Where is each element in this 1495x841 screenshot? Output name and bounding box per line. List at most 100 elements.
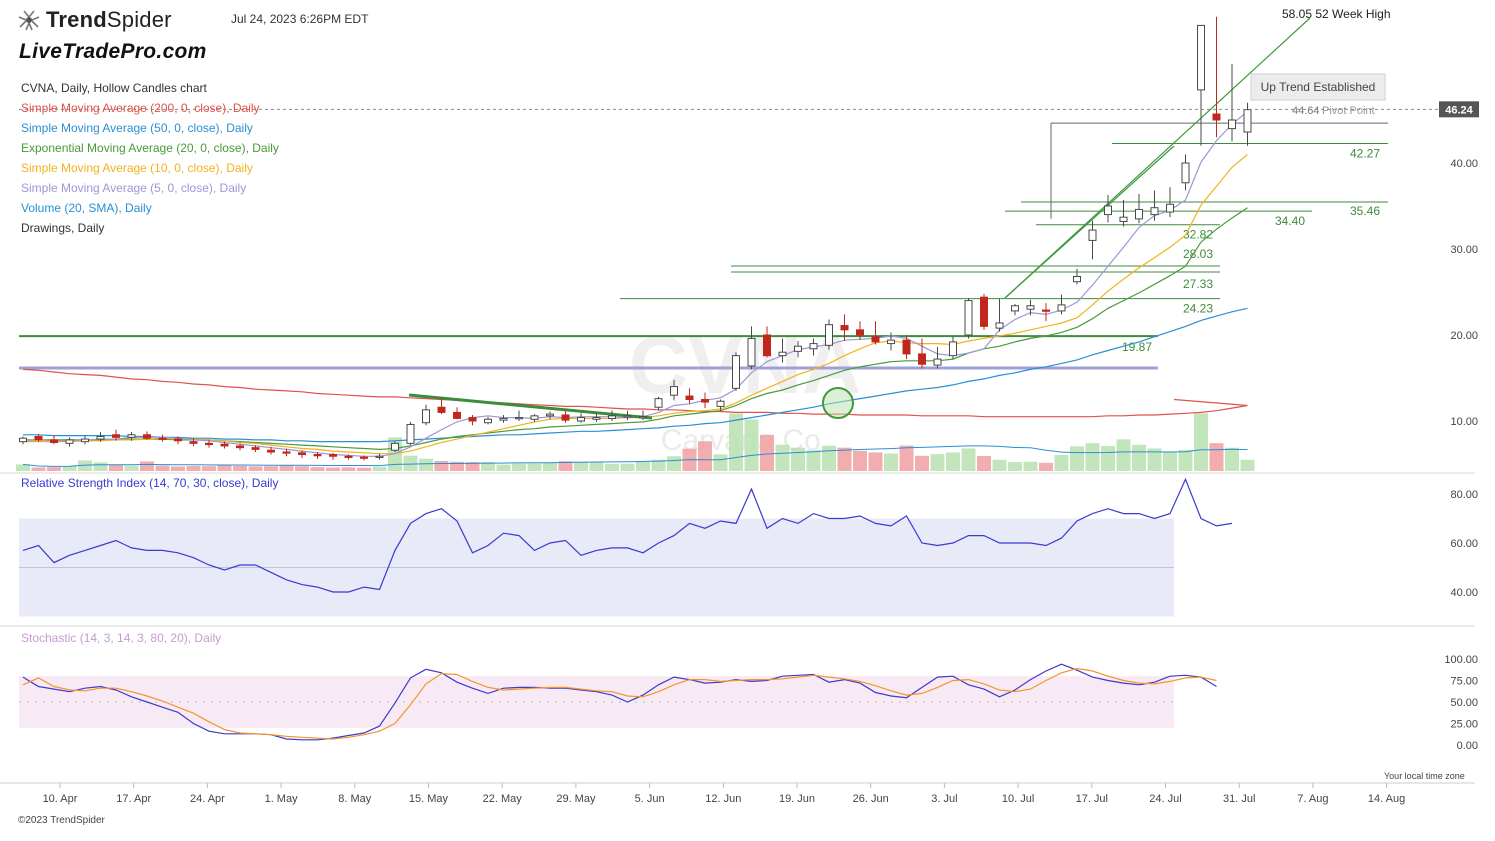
volume-sma-line [22, 445, 1248, 467]
candle [623, 410, 632, 421]
descending-trendline [408, 393, 653, 420]
legend-sma200[interactable]: Simple Moving Average (200, 0, close), D… [21, 101, 260, 115]
candle [1042, 303, 1050, 322]
candle-body [887, 339, 895, 345]
pivot-point-value: 44.64 [1292, 105, 1320, 117]
candle-body [515, 417, 523, 420]
legend-drawings[interactable]: Drawings, Daily [21, 221, 105, 235]
candle-body [732, 355, 740, 389]
candle-body [1212, 113, 1221, 121]
candle-body [360, 456, 368, 459]
legend-volume[interactable]: Volume (20, SMA), Daily [21, 201, 152, 215]
pivot-point-label: Pivot Point [1322, 105, 1375, 117]
candle-body [763, 334, 771, 357]
candle [189, 438, 198, 446]
candle [1197, 24, 1205, 146]
candle-body [561, 414, 570, 421]
price-level-label: 28.03 [1183, 247, 1213, 261]
candle-body [825, 324, 833, 346]
sma200-line-tail [1173, 398, 1248, 407]
candle-body [422, 409, 430, 424]
local-time-note: Your local time zone [1384, 771, 1465, 781]
candle [236, 443, 244, 451]
candle [19, 436, 27, 445]
candle [701, 392, 709, 409]
stochastic-axis-label: 0.00 [1457, 740, 1478, 752]
legend-ema20[interactable]: Exponential Moving Average (20, 0, close… [21, 141, 279, 155]
price-level-label: 32.82 [1183, 228, 1213, 242]
volume-bar [1101, 446, 1115, 471]
candle [732, 352, 740, 391]
candle [1104, 194, 1112, 223]
candle-body [34, 435, 43, 441]
candle [453, 407, 461, 420]
volume-bar [1085, 443, 1100, 471]
volume-bar [124, 465, 139, 471]
candle [980, 293, 988, 330]
price-level-label: 27.33 [1183, 277, 1213, 291]
volume-bar [512, 463, 526, 471]
candle [360, 455, 368, 461]
volume-bar [1147, 448, 1162, 471]
price-axis-label: 20.00 [1450, 330, 1478, 342]
x-axis-label: 17. Jul [1076, 793, 1108, 805]
volume-bar [574, 461, 588, 471]
candle-body [127, 434, 136, 438]
volume-bar [1116, 439, 1131, 471]
price-level-label: 42.27 [1350, 146, 1380, 160]
candle [468, 414, 477, 426]
candle [654, 396, 663, 411]
candle-body [50, 439, 58, 444]
candle-body [267, 449, 275, 453]
candle [422, 404, 430, 426]
candle-body [236, 445, 244, 449]
candle [1011, 304, 1019, 316]
candle [220, 441, 229, 449]
candle-body [577, 417, 585, 422]
candle [50, 435, 58, 445]
volume-bar [450, 461, 464, 471]
legend-sma10[interactable]: Simple Moving Average (10, 0, close), Da… [21, 161, 253, 175]
x-axis-label: 24. Apr [190, 793, 225, 805]
candle [918, 338, 926, 369]
volume-bar [651, 459, 666, 471]
x-axis-label: 31. Jul [1223, 793, 1255, 805]
candle-body [1181, 162, 1190, 184]
x-axis-label: 1. May [265, 793, 299, 805]
candle-body [1166, 203, 1174, 213]
volume-bar [868, 452, 883, 471]
legend-sma50[interactable]: Simple Moving Average (50, 0, close), Da… [21, 121, 253, 135]
candle [127, 432, 136, 441]
up-trend-callout-text: Up Trend Established [1261, 80, 1376, 94]
candle [391, 441, 399, 452]
candle [546, 411, 554, 420]
candle-body [81, 438, 89, 443]
legend-sma5[interactable]: Simple Moving Average (5, 0, close), Dai… [21, 181, 247, 195]
candle-body [654, 398, 663, 408]
candle [143, 431, 151, 440]
stochastic-panel-title[interactable]: Stochastic (14, 3, 14, 3, 80, 20), Daily [21, 631, 222, 645]
volume-bar [279, 465, 294, 471]
candle [437, 397, 446, 415]
candle-body [96, 435, 105, 440]
candle-body [949, 341, 957, 357]
volume-bar [791, 447, 805, 471]
x-axis-label: 24. Jul [1149, 793, 1181, 805]
volume-bar [558, 461, 573, 471]
candle-body [964, 300, 973, 336]
rsi-panel-title[interactable]: Relative Strength Index (14, 70, 30, clo… [21, 476, 279, 490]
candle-body [592, 417, 601, 420]
volume-bar [667, 456, 681, 471]
last-price-badge [1439, 101, 1479, 118]
price-level-label: 34.40 [1275, 214, 1305, 228]
price-level-label: 24.23 [1183, 302, 1213, 316]
volume-bar [822, 445, 836, 471]
candle-body [608, 415, 616, 419]
candle-body [1088, 229, 1097, 241]
candle-body [1228, 119, 1236, 130]
candle [329, 452, 337, 460]
volume-bar [744, 419, 759, 471]
candle-body [1042, 309, 1050, 312]
trendspider-logo: TrendSpider [18, 6, 172, 34]
candle [639, 410, 647, 421]
